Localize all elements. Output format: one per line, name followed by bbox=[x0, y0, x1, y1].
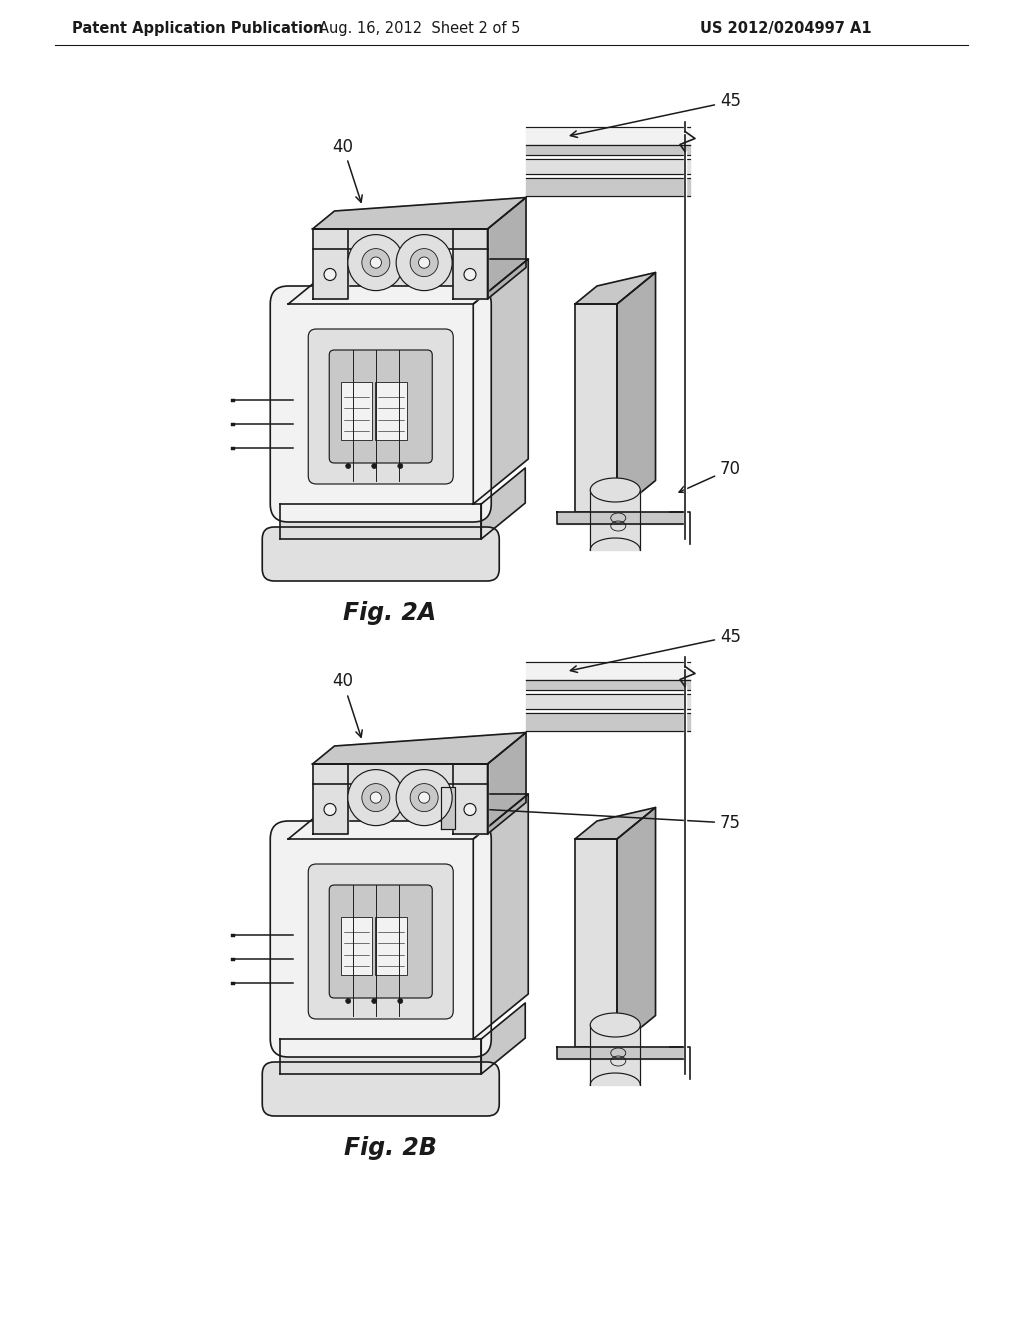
FancyBboxPatch shape bbox=[341, 381, 373, 441]
FancyBboxPatch shape bbox=[375, 917, 407, 975]
Circle shape bbox=[348, 770, 403, 825]
Polygon shape bbox=[590, 1026, 640, 1085]
Polygon shape bbox=[590, 490, 640, 550]
Circle shape bbox=[372, 998, 377, 1003]
Text: US 2012/0204997 A1: US 2012/0204997 A1 bbox=[700, 21, 871, 36]
Circle shape bbox=[324, 268, 336, 281]
Polygon shape bbox=[487, 733, 526, 834]
Polygon shape bbox=[481, 1003, 525, 1074]
Polygon shape bbox=[526, 693, 690, 709]
Polygon shape bbox=[288, 259, 528, 304]
Polygon shape bbox=[440, 787, 455, 829]
Circle shape bbox=[348, 235, 403, 290]
Polygon shape bbox=[557, 512, 685, 524]
Text: Patent Application Publication: Patent Application Publication bbox=[72, 21, 324, 36]
Polygon shape bbox=[487, 198, 526, 300]
Polygon shape bbox=[617, 808, 655, 1047]
Polygon shape bbox=[575, 808, 655, 840]
FancyBboxPatch shape bbox=[231, 982, 236, 985]
Polygon shape bbox=[312, 198, 526, 228]
Circle shape bbox=[464, 804, 476, 816]
FancyBboxPatch shape bbox=[231, 933, 236, 936]
Polygon shape bbox=[288, 795, 528, 840]
Text: 75: 75 bbox=[464, 805, 741, 832]
Polygon shape bbox=[312, 228, 487, 249]
Polygon shape bbox=[526, 144, 690, 154]
FancyBboxPatch shape bbox=[330, 350, 432, 463]
Polygon shape bbox=[481, 469, 525, 539]
Ellipse shape bbox=[590, 1012, 640, 1038]
FancyBboxPatch shape bbox=[308, 329, 454, 484]
Circle shape bbox=[346, 998, 350, 1003]
Polygon shape bbox=[575, 840, 617, 1047]
Polygon shape bbox=[453, 228, 487, 300]
Text: 45: 45 bbox=[570, 92, 741, 137]
Circle shape bbox=[372, 463, 377, 469]
Polygon shape bbox=[526, 127, 690, 144]
Circle shape bbox=[324, 804, 336, 816]
FancyBboxPatch shape bbox=[231, 957, 236, 961]
Ellipse shape bbox=[431, 775, 439, 820]
FancyBboxPatch shape bbox=[231, 422, 236, 425]
FancyBboxPatch shape bbox=[308, 865, 454, 1019]
Polygon shape bbox=[575, 272, 655, 304]
Ellipse shape bbox=[590, 478, 640, 502]
Polygon shape bbox=[281, 1039, 481, 1074]
FancyBboxPatch shape bbox=[375, 381, 407, 441]
FancyBboxPatch shape bbox=[341, 917, 373, 975]
Polygon shape bbox=[526, 177, 690, 195]
Polygon shape bbox=[575, 304, 617, 512]
FancyBboxPatch shape bbox=[270, 286, 492, 521]
Polygon shape bbox=[526, 713, 690, 730]
Text: 40: 40 bbox=[333, 137, 362, 202]
Circle shape bbox=[396, 235, 453, 290]
Text: Fig. 2B: Fig. 2B bbox=[344, 1137, 436, 1160]
Text: 70: 70 bbox=[679, 459, 741, 492]
Circle shape bbox=[346, 463, 350, 469]
Polygon shape bbox=[473, 259, 528, 504]
Circle shape bbox=[397, 463, 402, 469]
Circle shape bbox=[361, 248, 390, 277]
Circle shape bbox=[371, 257, 382, 268]
Circle shape bbox=[411, 248, 438, 277]
Text: Aug. 16, 2012  Sheet 2 of 5: Aug. 16, 2012 Sheet 2 of 5 bbox=[319, 21, 520, 36]
Polygon shape bbox=[453, 764, 487, 834]
Polygon shape bbox=[526, 680, 690, 689]
Circle shape bbox=[419, 792, 430, 803]
Polygon shape bbox=[312, 764, 347, 834]
FancyBboxPatch shape bbox=[231, 446, 236, 450]
Polygon shape bbox=[312, 228, 347, 300]
FancyBboxPatch shape bbox=[330, 884, 432, 998]
Polygon shape bbox=[526, 158, 690, 173]
Circle shape bbox=[397, 998, 402, 1003]
Ellipse shape bbox=[383, 775, 391, 820]
Polygon shape bbox=[281, 504, 481, 539]
Ellipse shape bbox=[383, 240, 391, 285]
Circle shape bbox=[464, 268, 476, 281]
Polygon shape bbox=[526, 661, 690, 680]
Circle shape bbox=[419, 257, 430, 268]
Text: 40: 40 bbox=[333, 672, 362, 738]
Polygon shape bbox=[312, 733, 526, 764]
Polygon shape bbox=[312, 764, 487, 784]
FancyBboxPatch shape bbox=[262, 527, 500, 581]
Circle shape bbox=[361, 784, 390, 812]
Circle shape bbox=[371, 792, 382, 803]
FancyBboxPatch shape bbox=[231, 399, 236, 401]
Text: 45: 45 bbox=[570, 627, 741, 672]
Circle shape bbox=[396, 770, 453, 825]
FancyBboxPatch shape bbox=[270, 821, 492, 1057]
Polygon shape bbox=[473, 795, 528, 1039]
FancyBboxPatch shape bbox=[262, 1063, 500, 1115]
Ellipse shape bbox=[431, 240, 439, 285]
Circle shape bbox=[411, 784, 438, 812]
Polygon shape bbox=[557, 1047, 685, 1059]
Text: Fig. 2A: Fig. 2A bbox=[343, 601, 436, 624]
Polygon shape bbox=[617, 272, 655, 512]
